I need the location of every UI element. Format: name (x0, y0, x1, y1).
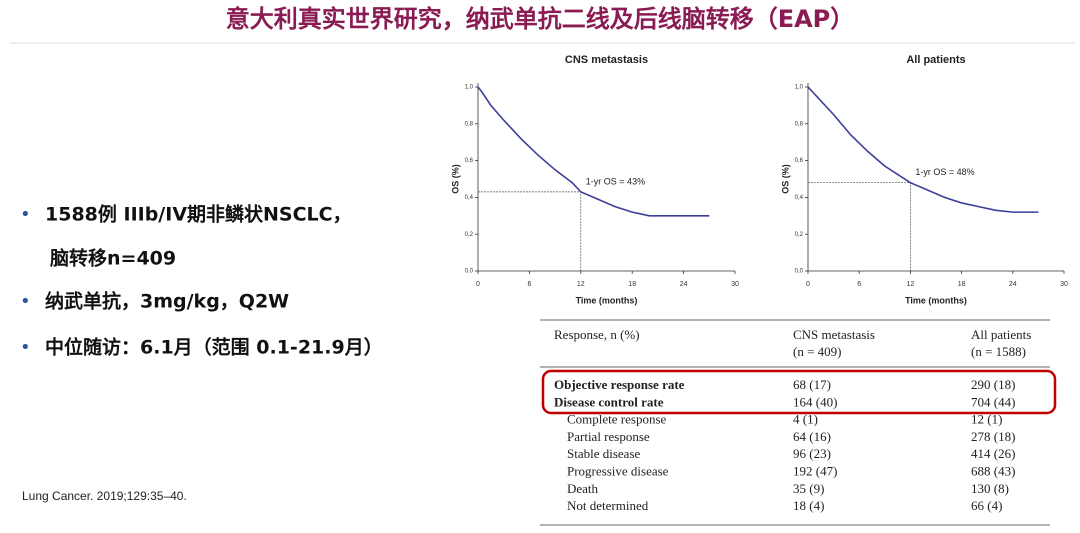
table-cell: 414 (26) (971, 446, 1015, 461)
bullet-text: 中位随访：6.1月（范围 0.1-21.9月） (45, 336, 383, 359)
x-tick-label: 12 (907, 281, 915, 288)
x-tick-label: 30 (1060, 281, 1068, 288)
x-tick-label: 0 (806, 281, 810, 288)
bullet-text: 纳武单抗，3mg/kg，Q2W (45, 290, 289, 313)
table-cell: 164 (40) (793, 394, 837, 409)
table-cell: Not determined (567, 498, 649, 513)
table-cell: Stable disease (567, 446, 641, 461)
y-axis-label: OS (%) (780, 164, 790, 194)
x-tick-label: 0 (476, 281, 480, 288)
table-cell: 12 (1) (971, 412, 1002, 427)
highlight-box (541, 369, 1057, 415)
table-cell: 688 (43) (971, 463, 1015, 478)
y-tick-label: 0,4 (795, 195, 804, 201)
table-cell: 35 (9) (793, 481, 824, 496)
y-tick-label: 0,4 (465, 195, 474, 201)
table-cell: 18 (4) (793, 498, 824, 513)
x-tick-label: 18 (628, 281, 636, 288)
y-tick-label: 0,0 (465, 269, 474, 275)
bullet-dot: • (20, 291, 31, 312)
table-header: (n = 1588) (971, 344, 1026, 359)
x-tick-label: 6 (527, 281, 531, 288)
bullet-text: 脑转移n=409 (49, 247, 176, 270)
x-tick-label: 30 (731, 281, 739, 288)
reference-line (808, 182, 911, 271)
x-axis-label: Time (months) (576, 295, 638, 305)
y-tick-label: 0,8 (795, 121, 804, 127)
table-cell: 290 (18) (971, 377, 1015, 392)
table-cell: Death (567, 481, 599, 496)
y-tick-label: 1,0 (795, 85, 804, 91)
bullet-text: 1588例 IIIb/IV期非鳞状NSCLC， (45, 203, 352, 226)
citation: Lung Cancer. 2019;129:35–40. (22, 489, 187, 503)
table-header: (n = 409) (793, 344, 842, 359)
table-header: CNS metastasis (793, 327, 875, 342)
table-cell: 192 (47) (793, 463, 837, 478)
table-cell: Progressive disease (567, 463, 669, 478)
y-tick-label: 0,8 (465, 121, 474, 127)
y-tick-label: 1,0 (465, 85, 474, 91)
y-tick-label: 0,2 (465, 232, 474, 238)
table-cell: Disease control rate (554, 394, 664, 409)
y-tick-label: 0,6 (795, 158, 804, 164)
table-cell: 278 (18) (971, 429, 1015, 444)
y-tick-label: 0,6 (465, 158, 474, 164)
y-axis-label: OS (%) (450, 164, 460, 194)
table-cell: 66 (4) (971, 498, 1002, 513)
x-tick-label: 18 (958, 281, 966, 288)
table-cell: Objective response rate (554, 377, 685, 392)
annotation: 1-yr OS = 48% (915, 167, 974, 177)
survival-curve (807, 86, 1039, 213)
table-cell: 4 (1) (793, 412, 818, 427)
table-cell: Complete response (567, 412, 667, 427)
y-tick-label: 0,2 (795, 232, 804, 238)
reference-line (478, 191, 582, 271)
table-cell: Partial response (567, 429, 650, 444)
x-axis-label: Time (months) (905, 295, 967, 305)
chart-title: CNS metastasis (565, 54, 648, 66)
x-tick-label: 24 (1009, 281, 1017, 288)
table-header: Response, n (%) (554, 327, 640, 342)
annotation: 1-yr OS = 43% (586, 176, 645, 186)
chart-title: All patients (906, 54, 965, 66)
table-cell: 64 (16) (793, 429, 831, 444)
survival-curve (477, 86, 710, 217)
bullet-dot: • (20, 204, 31, 225)
x-tick-label: 12 (577, 281, 585, 288)
x-tick-label: 24 (680, 281, 688, 288)
table-cell: 130 (8) (971, 481, 1009, 496)
x-tick-label: 6 (857, 281, 861, 288)
bullet-dot: • (20, 337, 31, 358)
table-cell: 704 (44) (971, 394, 1015, 409)
table-cell: 96 (23) (793, 446, 831, 461)
table-cell: 68 (17) (793, 377, 831, 392)
slide-title: 意大利真实世界研究，纳武单抗二线及后线脑转移（EAP） (226, 5, 855, 33)
y-tick-label: 0,0 (795, 269, 804, 275)
table-header: All patients (971, 327, 1031, 342)
